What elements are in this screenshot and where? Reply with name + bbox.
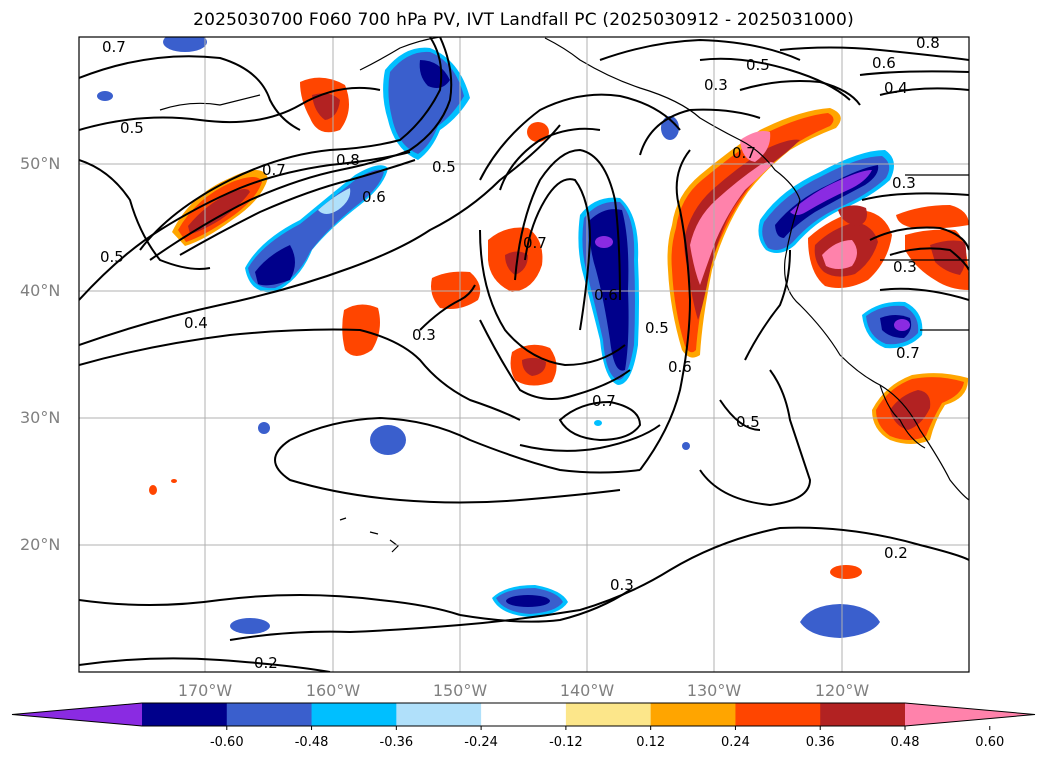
lon-label: 120°W <box>815 681 870 700</box>
contour-label: 0.3 <box>704 76 728 94</box>
colorbar-tick-label: 0.24 <box>721 735 750 750</box>
map-plot-area: 0.7 0.5 0.7 0.8 0.6 0.5 0.5 0.4 0.3 0.7 … <box>79 34 969 672</box>
lon-label: 140°W <box>560 681 615 700</box>
contour-label: 0.4 <box>884 79 908 97</box>
colorbar-tick-label: -0.48 <box>295 735 329 750</box>
contour-label: 0.3 <box>412 326 436 344</box>
colorbar-segment <box>226 703 313 726</box>
colorbar-tick-label: -0.24 <box>464 735 498 750</box>
contour-label: 0.2 <box>254 654 278 672</box>
colorbar-extend-max <box>905 703 1035 726</box>
contour-label: 0.5 <box>100 248 124 266</box>
colorbar-segment <box>565 703 652 726</box>
contour-label: 0.6 <box>872 54 896 72</box>
lat-label: 30°N <box>20 408 60 427</box>
lat-label: 50°N <box>20 154 60 173</box>
contour-label: 0.5 <box>645 319 669 337</box>
colorbar-segment <box>650 703 736 726</box>
contour-label: 0.5 <box>736 413 760 431</box>
colorbar-segment <box>735 703 821 726</box>
colorbar-segment <box>396 703 482 726</box>
contour-label: 0.6 <box>668 358 692 376</box>
contour-label: 0.3 <box>893 258 917 276</box>
colorbar-extend-min <box>12 703 142 726</box>
colorbar-tick-label: -0.12 <box>549 735 583 750</box>
contour-label: 0.6 <box>594 286 618 304</box>
gridlines <box>79 37 969 672</box>
contour-label: 0.7 <box>592 392 616 410</box>
lon-label: 160°W <box>306 681 361 700</box>
contour-label: 0.5 <box>432 158 456 176</box>
contour-label: 0.8 <box>336 151 360 169</box>
contour-label: 0.7 <box>102 38 126 56</box>
colorbar-tick-label: 0.36 <box>806 735 835 750</box>
lat-label: 40°N <box>20 281 60 300</box>
lat-label: 20°N <box>20 535 60 554</box>
contour-label: 0.7 <box>732 144 756 162</box>
lon-label: 170°W <box>178 681 233 700</box>
contour-label: 0.7 <box>523 234 547 252</box>
contour-label: 0.6 <box>362 188 386 206</box>
contour-label: 0.7 <box>896 344 920 362</box>
contour-labels: 0.7 0.5 0.7 0.8 0.6 0.5 0.5 0.4 0.3 0.7 … <box>100 34 940 672</box>
contour-label: 0.3 <box>892 174 916 192</box>
lon-label: 150°W <box>433 681 488 700</box>
lon-label: 130°W <box>687 681 742 700</box>
colorbar-segment <box>481 703 567 726</box>
contour-label: 0.7 <box>262 161 286 179</box>
colorbar-tick-label: 0.60 <box>975 735 1004 750</box>
colorbar-outline <box>11 702 1036 727</box>
contour-label: 0.3 <box>610 576 634 594</box>
colorbar-tick-label: 0.12 <box>636 735 665 750</box>
longitude-labels: 170°W 160°W 150°W 140°W 130°W 120°W <box>178 681 870 700</box>
contour-label: 0.5 <box>746 56 770 74</box>
colorbar-segment <box>820 703 906 726</box>
colorbar-tick-label: -0.36 <box>380 735 414 750</box>
latitude-labels: 50°N 40°N 30°N 20°N <box>20 154 60 554</box>
colorbar-segment <box>142 703 228 726</box>
contour-label: 0.5 <box>120 119 144 137</box>
contour-label: 0.2 <box>884 544 908 562</box>
coastlines <box>159 37 969 553</box>
contour-label: 0.8 <box>916 34 940 52</box>
map-title: 2025030700 F060 700 hPa PV, IVT Landfall… <box>193 10 854 30</box>
contour-label: 0.4 <box>184 314 208 332</box>
colorbar: -0.60 -0.48 -0.36 -0.24 -0.12 0.12 0.24 0.36 0.4… <box>11 702 1036 750</box>
colorbar-segment <box>311 703 397 726</box>
map-frame <box>78 36 970 673</box>
contour-lines <box>79 37 969 672</box>
colorbar-tick-label: -0.60 <box>210 735 244 750</box>
colorbar-tick-label: 0.48 <box>891 735 920 750</box>
